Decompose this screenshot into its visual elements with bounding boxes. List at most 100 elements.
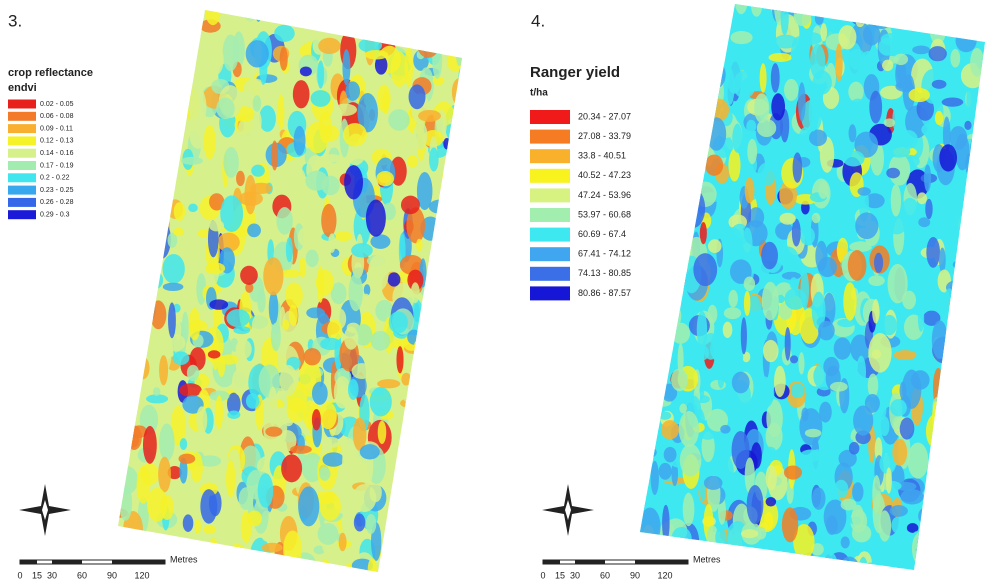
field-patch bbox=[952, 450, 973, 473]
field-patch bbox=[760, 63, 767, 93]
field-patch bbox=[815, 12, 824, 24]
field-patch bbox=[642, 305, 650, 341]
field-patch bbox=[258, 473, 274, 508]
field-patch bbox=[673, 23, 692, 53]
field-patch bbox=[628, 385, 646, 394]
field-patch bbox=[856, 356, 866, 389]
field-patch bbox=[432, 516, 456, 527]
scale-label: 30 bbox=[47, 570, 57, 580]
field-patch bbox=[643, 302, 658, 311]
field-patch bbox=[343, 123, 367, 147]
legend-label: 0.26 - 0.28 bbox=[40, 199, 74, 206]
field-patch bbox=[909, 88, 930, 102]
field-patch bbox=[971, 485, 985, 520]
scale-bar bbox=[20, 560, 37, 564]
field-patch bbox=[103, 409, 121, 448]
field-patch bbox=[392, 0, 411, 15]
field-patch bbox=[969, 551, 978, 583]
field-patch bbox=[633, 371, 649, 394]
field-patch bbox=[862, 563, 882, 575]
field-patch bbox=[447, 542, 454, 579]
field-patch bbox=[636, 239, 645, 277]
field-patch bbox=[754, 93, 769, 123]
field-patch bbox=[656, 29, 670, 60]
field-patch bbox=[120, 76, 127, 87]
field-patch bbox=[742, 227, 752, 261]
field-patch bbox=[430, 267, 443, 283]
field-patch bbox=[944, 477, 958, 498]
field-patch bbox=[255, 0, 262, 22]
field-patch bbox=[319, 467, 330, 481]
field-patch bbox=[424, 450, 442, 466]
field-patch bbox=[730, 31, 752, 44]
field-patch bbox=[676, 138, 688, 165]
field-patch bbox=[630, 37, 650, 60]
field-patch bbox=[704, 476, 723, 490]
field-patch bbox=[969, 330, 975, 366]
field-patch bbox=[969, 467, 985, 487]
field-patch bbox=[642, 68, 661, 93]
legend-label: 0.09 - 0.11 bbox=[40, 125, 73, 132]
field-patch bbox=[657, 197, 667, 212]
legend-label: 0.23 - 0.25 bbox=[40, 187, 74, 194]
field-patch bbox=[376, 171, 394, 186]
field-patch bbox=[763, 557, 772, 582]
legend-label: 74.13 - 80.85 bbox=[578, 268, 631, 278]
field-patch bbox=[378, 421, 387, 445]
scale-label: 120 bbox=[134, 570, 149, 580]
scale-label: 30 bbox=[570, 570, 580, 580]
field-patch bbox=[115, 278, 127, 298]
field-patch bbox=[119, 327, 131, 351]
field-patch bbox=[819, 402, 832, 423]
field-patch bbox=[160, 564, 175, 573]
field-patch bbox=[961, 311, 971, 329]
field-patch bbox=[754, 376, 775, 409]
field-patch bbox=[708, 239, 722, 253]
field-patch bbox=[137, 142, 156, 172]
field-patch bbox=[633, 452, 647, 482]
field-patch bbox=[448, 547, 455, 557]
field-patch bbox=[448, 117, 464, 125]
field-patch bbox=[639, 324, 659, 353]
field-patch bbox=[633, 485, 651, 497]
field-patch bbox=[435, 569, 452, 579]
field-patch bbox=[657, 167, 673, 178]
field-patch bbox=[973, 468, 985, 495]
field-patch bbox=[139, 73, 162, 82]
field-map bbox=[101, 0, 481, 583]
field-patch bbox=[210, 556, 234, 583]
field-patch bbox=[401, 510, 407, 543]
field-patch bbox=[358, 6, 374, 17]
field-patch bbox=[978, 393, 985, 422]
field-patch bbox=[226, 460, 235, 497]
field-patch bbox=[368, 255, 389, 291]
field-patch bbox=[446, 510, 466, 534]
field-patch bbox=[322, 452, 344, 466]
field-patch bbox=[460, 117, 477, 145]
field-patch bbox=[761, 242, 778, 270]
field-patch bbox=[405, 526, 429, 557]
field-patch bbox=[691, 41, 705, 52]
field-patch bbox=[115, 169, 131, 193]
field-patch bbox=[955, 29, 976, 52]
field-patch bbox=[926, 237, 940, 268]
field-patch bbox=[675, 229, 682, 243]
field-patch bbox=[119, 485, 132, 521]
field-patch bbox=[809, 129, 827, 146]
field-patch bbox=[153, 290, 163, 299]
field-patch bbox=[784, 566, 800, 583]
field-patch bbox=[924, 518, 941, 532]
scale-label: 90 bbox=[107, 570, 117, 580]
legend-swatch bbox=[530, 188, 570, 202]
field-patch bbox=[435, 371, 456, 408]
field-patch bbox=[924, 164, 931, 191]
field-patch bbox=[206, 549, 213, 579]
field-patch bbox=[753, 549, 771, 573]
field-patch bbox=[458, 236, 473, 275]
field-patch bbox=[819, 551, 838, 576]
field-patch bbox=[265, 558, 278, 580]
field-patch bbox=[915, 551, 933, 560]
field-patch bbox=[400, 398, 421, 408]
field-patch bbox=[180, 438, 187, 450]
field-patch bbox=[463, 379, 475, 415]
